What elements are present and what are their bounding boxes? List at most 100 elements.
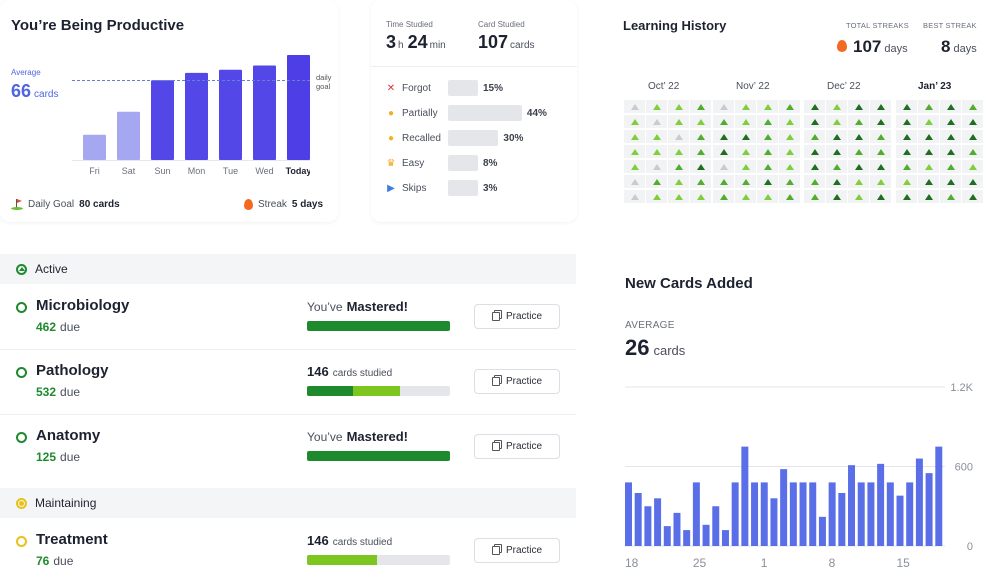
practice-button[interactable]: Practice: [474, 304, 560, 329]
history-cell[interactable]: [779, 100, 800, 113]
history-cell[interactable]: [735, 160, 756, 173]
history-cell[interactable]: [870, 115, 891, 128]
history-cell[interactable]: [779, 160, 800, 173]
history-cell[interactable]: [690, 100, 711, 113]
history-cell[interactable]: [779, 115, 800, 128]
history-cell[interactable]: [668, 130, 689, 143]
history-cell[interactable]: [779, 175, 800, 188]
history-cell[interactable]: [870, 145, 891, 158]
history-cell[interactable]: [757, 100, 778, 113]
history-cell[interactable]: [848, 190, 869, 203]
deck-row[interactable]: Microbiology 462 due You’ve Mastered! Practic…: [0, 284, 576, 348]
deck-row[interactable]: Pathology 532 due 146 cards studied Practice: [0, 349, 576, 413]
history-cell[interactable]: [690, 115, 711, 128]
history-cell[interactable]: [848, 115, 869, 128]
history-cell[interactable]: [962, 190, 983, 203]
history-cell[interactable]: [870, 100, 891, 113]
history-cell[interactable]: [757, 175, 778, 188]
history-cell[interactable]: [826, 190, 847, 203]
history-cell[interactable]: [646, 190, 667, 203]
history-cell[interactable]: [624, 145, 645, 158]
history-cell[interactable]: [940, 130, 961, 143]
history-cell[interactable]: [713, 130, 734, 143]
history-cell[interactable]: [735, 115, 756, 128]
history-cell[interactable]: [624, 100, 645, 113]
deck-row[interactable]: Anatomy 125 due You’ve Mastered! Practice: [0, 414, 576, 478]
history-cell[interactable]: [962, 130, 983, 143]
history-cell[interactable]: [757, 130, 778, 143]
history-cell[interactable]: [713, 145, 734, 158]
practice-button[interactable]: Practice: [474, 538, 560, 563]
maintaining-section-header[interactable]: Maintaining: [0, 488, 576, 518]
history-cell[interactable]: [713, 100, 734, 113]
history-cell[interactable]: [870, 160, 891, 173]
history-cell[interactable]: [962, 160, 983, 173]
history-cell[interactable]: [735, 100, 756, 113]
history-cell[interactable]: [646, 100, 667, 113]
history-cell[interactable]: [713, 160, 734, 173]
history-cell[interactable]: [668, 175, 689, 188]
history-cell[interactable]: [668, 100, 689, 113]
history-cell[interactable]: [940, 115, 961, 128]
history-cell[interactable]: [779, 190, 800, 203]
history-cell[interactable]: [940, 145, 961, 158]
history-cell[interactable]: [804, 175, 825, 188]
history-cell[interactable]: [646, 145, 667, 158]
history-cell[interactable]: [896, 115, 917, 128]
history-cell[interactable]: [940, 160, 961, 173]
history-cell[interactable]: [918, 145, 939, 158]
history-cell[interactable]: [804, 130, 825, 143]
history-cell[interactable]: [646, 160, 667, 173]
practice-button[interactable]: Practice: [474, 434, 560, 459]
history-cell[interactable]: [624, 175, 645, 188]
history-cell[interactable]: [646, 175, 667, 188]
history-cell[interactable]: [896, 190, 917, 203]
history-cell[interactable]: [624, 130, 645, 143]
history-cell[interactable]: [896, 145, 917, 158]
history-cell[interactable]: [848, 175, 869, 188]
history-cell[interactable]: [804, 160, 825, 173]
history-cell[interactable]: [735, 130, 756, 143]
history-cell[interactable]: [896, 130, 917, 143]
history-cell[interactable]: [896, 175, 917, 188]
history-cell[interactable]: [870, 190, 891, 203]
history-cell[interactable]: [690, 145, 711, 158]
history-cell[interactable]: [962, 115, 983, 128]
history-cell[interactable]: [735, 145, 756, 158]
history-cell[interactable]: [690, 160, 711, 173]
history-cell[interactable]: [848, 130, 869, 143]
history-cell[interactable]: [624, 115, 645, 128]
history-cell[interactable]: [757, 190, 778, 203]
history-cell[interactable]: [826, 115, 847, 128]
history-cell[interactable]: [713, 175, 734, 188]
history-cell[interactable]: [757, 160, 778, 173]
history-cell[interactable]: [940, 175, 961, 188]
history-cell[interactable]: [940, 190, 961, 203]
history-cell[interactable]: [668, 115, 689, 128]
history-cell[interactable]: [896, 160, 917, 173]
history-cell[interactable]: [962, 145, 983, 158]
history-cell[interactable]: [918, 130, 939, 143]
history-cell[interactable]: [624, 160, 645, 173]
history-cell[interactable]: [804, 100, 825, 113]
history-cell[interactable]: [779, 145, 800, 158]
history-cell[interactable]: [646, 115, 667, 128]
history-cell[interactable]: [757, 115, 778, 128]
history-cell[interactable]: [713, 190, 734, 203]
history-cell[interactable]: [804, 115, 825, 128]
history-cell[interactable]: [918, 115, 939, 128]
history-cell[interactable]: [826, 100, 847, 113]
history-cell[interactable]: [713, 115, 734, 128]
history-cell[interactable]: [962, 100, 983, 113]
deck-row[interactable]: Treatment 76 due 146 cards studied Practice: [0, 518, 576, 576]
active-section-header[interactable]: Active: [0, 254, 576, 284]
history-cell[interactable]: [735, 190, 756, 203]
history-cell[interactable]: [870, 130, 891, 143]
history-cell[interactable]: [690, 175, 711, 188]
history-cell[interactable]: [690, 130, 711, 143]
history-cell[interactable]: [940, 100, 961, 113]
history-cell[interactable]: [918, 160, 939, 173]
history-cell[interactable]: [804, 145, 825, 158]
history-cell[interactable]: [826, 160, 847, 173]
history-cell[interactable]: [848, 145, 869, 158]
